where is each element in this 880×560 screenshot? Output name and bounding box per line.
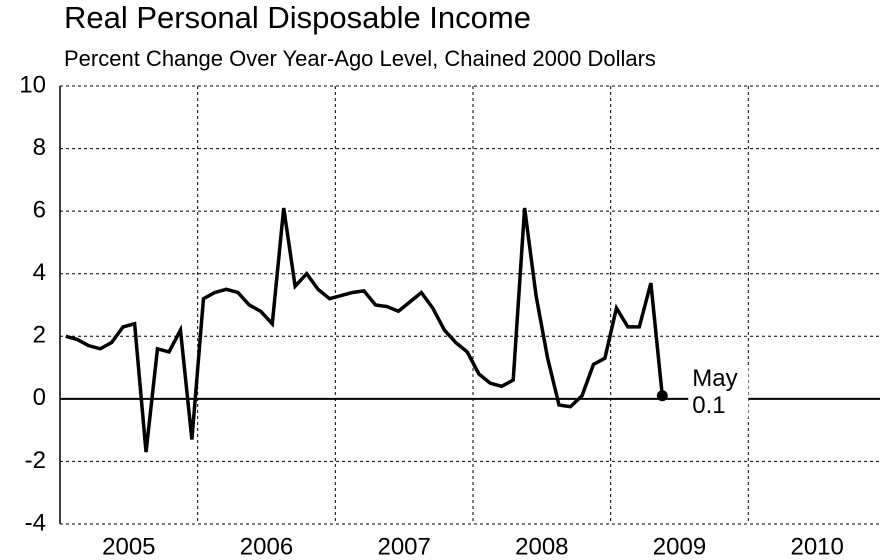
value-label: 0.1 <box>692 392 725 419</box>
y-tick-label: -4 <box>25 509 46 536</box>
annotation: May <box>692 365 737 392</box>
y-tick-label: 4 <box>33 259 46 286</box>
chart-subtitle: Percent Change Over Year-Ago Level, Chai… <box>64 46 656 71</box>
x-tick-label: 2005 <box>102 533 155 560</box>
x-tick-label: 2006 <box>240 533 293 560</box>
last-point <box>656 390 668 402</box>
x-tick-label: 2008 <box>515 533 568 560</box>
y-tick-label: 2 <box>33 322 46 349</box>
chart-title: Real Personal Disposable Income <box>64 0 531 35</box>
label-bg <box>688 365 749 418</box>
y-tick-label: 8 <box>33 134 46 161</box>
y-tick-label: 0 <box>33 384 46 411</box>
x-tick-label: 2007 <box>377 533 430 560</box>
series-line <box>65 207 665 453</box>
y-tick-label: 6 <box>33 196 46 223</box>
x-tick-label: 2009 <box>653 533 706 560</box>
y-tick-label: -2 <box>25 447 46 474</box>
x-tick-label: 2010 <box>790 533 843 560</box>
y-tick-label: 10 <box>19 71 46 98</box>
